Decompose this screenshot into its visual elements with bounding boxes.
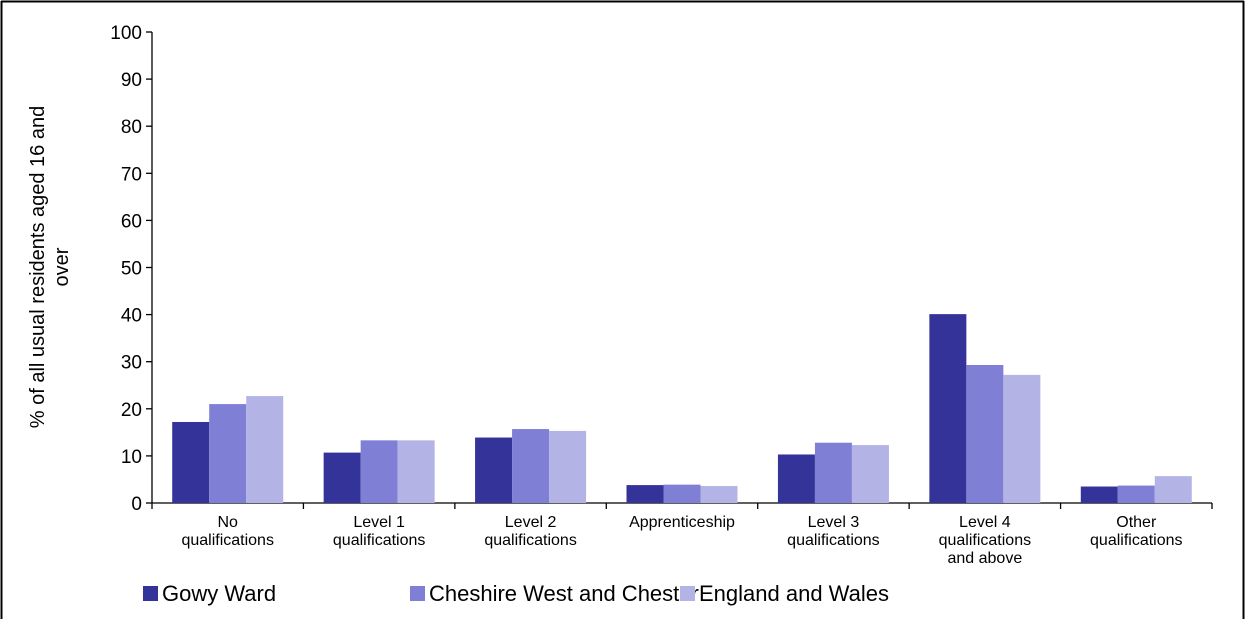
x-category-label-line: Level 2	[505, 514, 557, 531]
bar	[814, 442, 852, 503]
bar	[1080, 486, 1118, 503]
x-category-label-line: qualifications	[181, 532, 274, 549]
x-category-label: Level 2 qualifications	[484, 514, 577, 549]
bar	[663, 484, 701, 503]
y-tick-label: 0	[131, 494, 142, 515]
bar	[246, 396, 284, 503]
y-tick-label: 60	[121, 211, 142, 232]
legend-label: Cheshire West and Chester	[429, 581, 699, 606]
legend-label: Gowy Ward	[162, 581, 276, 606]
x-category-label-line: Other	[1116, 514, 1157, 531]
bar	[777, 454, 815, 503]
y-tick-label: 30	[121, 353, 142, 374]
x-category-label: No qualifications	[181, 514, 274, 549]
legend-label: England and Wales	[699, 581, 889, 606]
x-category-label-line: No	[217, 514, 238, 531]
x-category-label-line: Level 3	[808, 514, 860, 531]
bar	[1154, 476, 1192, 503]
legend-swatch	[680, 586, 695, 601]
y-tick-label: 40	[121, 306, 142, 327]
bar	[475, 437, 513, 503]
y-axis-title-line-1: % of all usual residents aged 16 and	[27, 106, 49, 428]
bar	[323, 452, 361, 503]
x-category-label-line: qualifications	[333, 532, 426, 549]
bar	[966, 364, 1004, 503]
x-category-label: Apprenticeship	[629, 514, 735, 531]
x-category-label-line: Level 4	[959, 514, 1011, 531]
bar	[512, 429, 550, 503]
legend-swatch	[410, 586, 425, 601]
x-category-label: Level 3 qualifications	[787, 514, 880, 549]
legend-swatch	[143, 586, 158, 601]
x-category-label-line: qualifications	[484, 532, 577, 549]
bar	[929, 314, 967, 503]
x-category-label: Level 4 qualifications and above	[939, 514, 1032, 567]
y-tick-label: 20	[121, 400, 142, 421]
x-category-label-line: qualifications	[939, 532, 1032, 549]
y-tick-label: 10	[121, 447, 142, 468]
bar	[626, 485, 664, 503]
y-tick-label: 80	[121, 117, 142, 138]
legend: Gowy Ward Cheshire West and Chester Englan…	[143, 581, 889, 606]
x-category-label: Level 1 qualifications	[333, 514, 426, 549]
bar	[1117, 485, 1155, 503]
bar	[700, 486, 738, 503]
bar	[360, 440, 398, 503]
y-axis-title: % of all usual residents aged 16 and ove…	[27, 106, 73, 428]
x-category-label: Other qualifications	[1090, 514, 1183, 549]
y-tick-label: 90	[121, 70, 142, 91]
bar	[172, 421, 210, 503]
x-category-label-line: Level 1	[353, 514, 405, 531]
x-category-label-line: qualifications	[1090, 532, 1183, 549]
y-tick-label: 50	[121, 259, 142, 280]
bar	[851, 445, 889, 503]
y-tick-label: 70	[121, 164, 142, 185]
bar	[549, 430, 587, 503]
x-category-label-line: qualifications	[787, 532, 880, 549]
y-tick-label: 100	[110, 23, 142, 44]
bar	[1003, 374, 1041, 503]
x-category-label-line: and above	[947, 550, 1022, 567]
x-category-label-line: Apprenticeship	[629, 514, 735, 531]
bar	[209, 404, 247, 503]
y-axis-title-line-2: over	[51, 247, 73, 286]
bar	[397, 440, 435, 503]
